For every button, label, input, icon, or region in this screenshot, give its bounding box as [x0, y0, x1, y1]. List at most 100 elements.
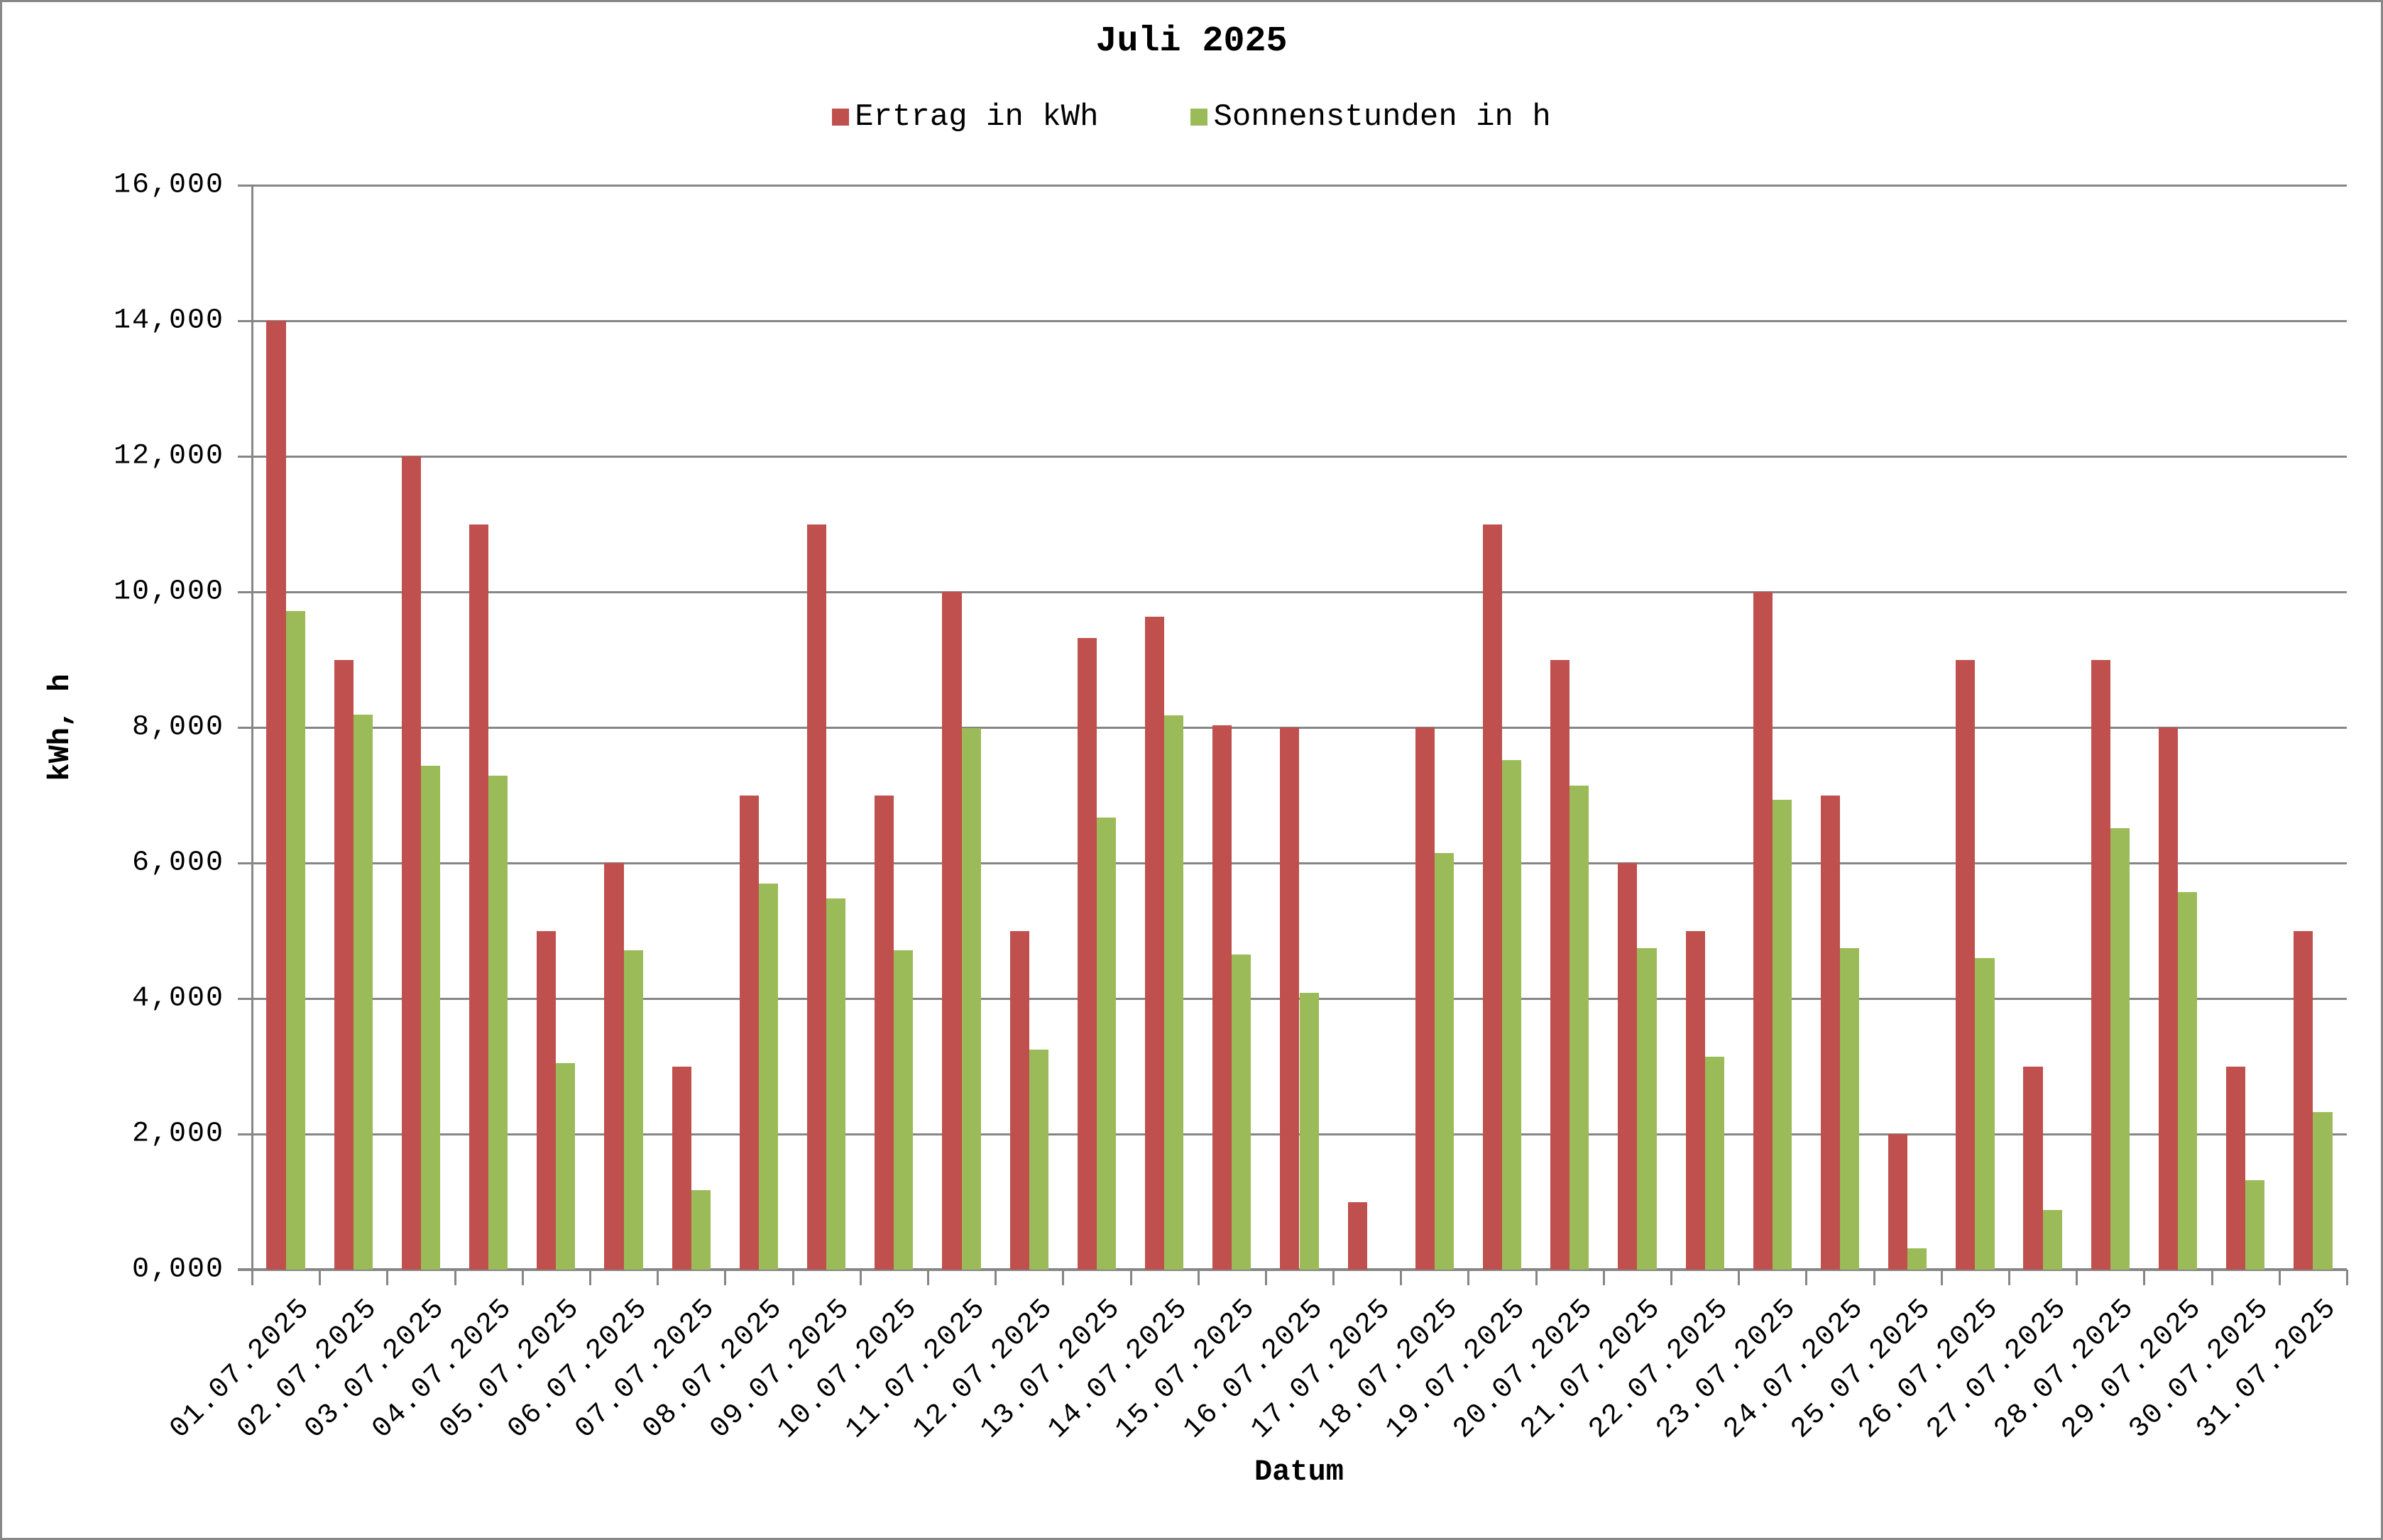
bar-ertrag	[2226, 1066, 2246, 1270]
legend-item-ertrag: Ertrag in kWh	[832, 99, 1098, 135]
bar-sonnenstunden	[1434, 852, 1454, 1270]
bar-sonnenstunden	[2178, 892, 2198, 1270]
bar-ertrag	[1550, 659, 1570, 1270]
legend-item-sonnenstunden: Sonnenstunden in h	[1190, 99, 1551, 135]
legend-label-ertrag: Ertrag in kWh	[855, 99, 1099, 135]
bar-ertrag	[1009, 930, 1029, 1270]
y-tick-label: 16,000	[113, 169, 224, 202]
x-tick	[926, 1270, 929, 1285]
bar-ertrag	[739, 795, 759, 1270]
x-tick	[521, 1270, 524, 1285]
bar-sonnenstunden	[691, 1190, 711, 1270]
x-tick	[1400, 1270, 1403, 1285]
y-tick-label: 6,000	[131, 847, 224, 879]
bar-sonnenstunden	[1772, 800, 1792, 1270]
bar-ertrag	[875, 795, 894, 1270]
bar-sonnenstunden	[1975, 957, 1995, 1270]
gridline	[238, 185, 2347, 187]
bar-ertrag	[2158, 727, 2178, 1270]
x-tick	[1738, 1270, 1741, 1285]
bar-ertrag	[401, 456, 421, 1270]
y-tick-label: 2,000	[131, 1118, 224, 1150]
bar-sonnenstunden	[1232, 954, 1251, 1270]
bar-ertrag	[537, 930, 557, 1270]
x-tick	[1264, 1270, 1267, 1285]
x-tick	[588, 1270, 591, 1285]
bar-sonnenstunden	[2313, 1111, 2333, 1270]
bar-ertrag	[1077, 637, 1097, 1270]
bar-ertrag	[2023, 1066, 2043, 1270]
x-tick	[386, 1270, 389, 1285]
bar-ertrag	[1347, 1201, 1367, 1270]
y-tick-label: 10,000	[113, 576, 224, 608]
gridline	[238, 320, 2347, 322]
x-tick	[859, 1270, 862, 1285]
x-tick	[995, 1270, 997, 1285]
bar-ertrag	[2294, 930, 2313, 1270]
bar-ertrag	[1144, 617, 1165, 1270]
x-tick	[724, 1270, 727, 1285]
x-tick	[1332, 1270, 1335, 1285]
bar-sonnenstunden	[1299, 993, 1319, 1270]
bar-sonnenstunden	[2245, 1179, 2265, 1270]
x-tick	[791, 1270, 794, 1285]
bar-ertrag	[469, 524, 489, 1270]
bar-ertrag	[1618, 863, 1638, 1270]
x-tick	[1873, 1270, 1875, 1285]
bar-sonnenstunden	[1637, 948, 1657, 1270]
bar-sonnenstunden	[826, 898, 846, 1270]
chart-title: Juli 2025	[1095, 21, 1288, 62]
x-tick	[2211, 1270, 2213, 1285]
bar-sonnenstunden	[1840, 948, 1860, 1270]
bar-ertrag	[2091, 659, 2110, 1270]
x-tick	[319, 1270, 322, 1285]
gridline	[238, 591, 2347, 593]
y-tick-label: 4,000	[131, 982, 224, 1015]
bar-ertrag	[1482, 524, 1503, 1270]
bar-sonnenstunden	[2110, 828, 2130, 1270]
bar-ertrag	[1685, 930, 1705, 1270]
gridline	[238, 456, 2347, 458]
bar-sonnenstunden	[285, 610, 305, 1270]
bar-ertrag	[1956, 659, 1976, 1270]
x-tick	[2346, 1270, 2348, 1285]
y-tick-label: 12,000	[113, 440, 224, 473]
x-tick	[1805, 1270, 1808, 1285]
bar-sonnenstunden	[353, 714, 373, 1270]
x-tick	[1197, 1270, 1200, 1285]
x-tick	[2008, 1270, 2011, 1285]
bar-ertrag	[672, 1066, 691, 1270]
x-axis	[238, 1268, 2347, 1271]
x-axis-title: Datum	[1254, 1455, 1344, 1489]
bar-sonnenstunden	[1029, 1049, 1048, 1270]
x-tick	[1129, 1270, 1132, 1285]
bar-ertrag	[1212, 725, 1232, 1270]
x-tick	[1602, 1270, 1605, 1285]
y-tick-label: 8,000	[131, 711, 224, 744]
x-tick	[454, 1270, 456, 1285]
x-tick	[2278, 1270, 2281, 1285]
y-tick-label: 14,000	[113, 304, 224, 337]
legend-label-sonnenstunden: Sonnenstunden in h	[1213, 99, 1551, 135]
legend-swatch-sonnenstunden	[1190, 109, 1208, 126]
bar-sonnenstunden	[420, 766, 441, 1270]
bar-sonnenstunden	[2042, 1209, 2062, 1270]
bar-ertrag	[807, 524, 827, 1270]
x-tick	[2076, 1270, 2078, 1285]
bar-sonnenstunden	[1164, 715, 1184, 1270]
bar-ertrag	[1280, 727, 1300, 1270]
bar-ertrag	[1820, 795, 1841, 1270]
x-tick	[251, 1270, 253, 1285]
bar-ertrag	[334, 659, 354, 1270]
x-tick	[657, 1270, 659, 1285]
bar-ertrag	[604, 863, 624, 1270]
bar-sonnenstunden	[894, 950, 914, 1270]
bar-sonnenstunden	[1502, 759, 1522, 1270]
x-tick	[1467, 1270, 1470, 1285]
bar-sonnenstunden	[1704, 1057, 1724, 1270]
bar-sonnenstunden	[1570, 786, 1589, 1270]
x-tick	[1670, 1270, 1673, 1285]
x-tick	[1535, 1270, 1538, 1285]
bar-sonnenstunden	[1907, 1248, 1927, 1270]
